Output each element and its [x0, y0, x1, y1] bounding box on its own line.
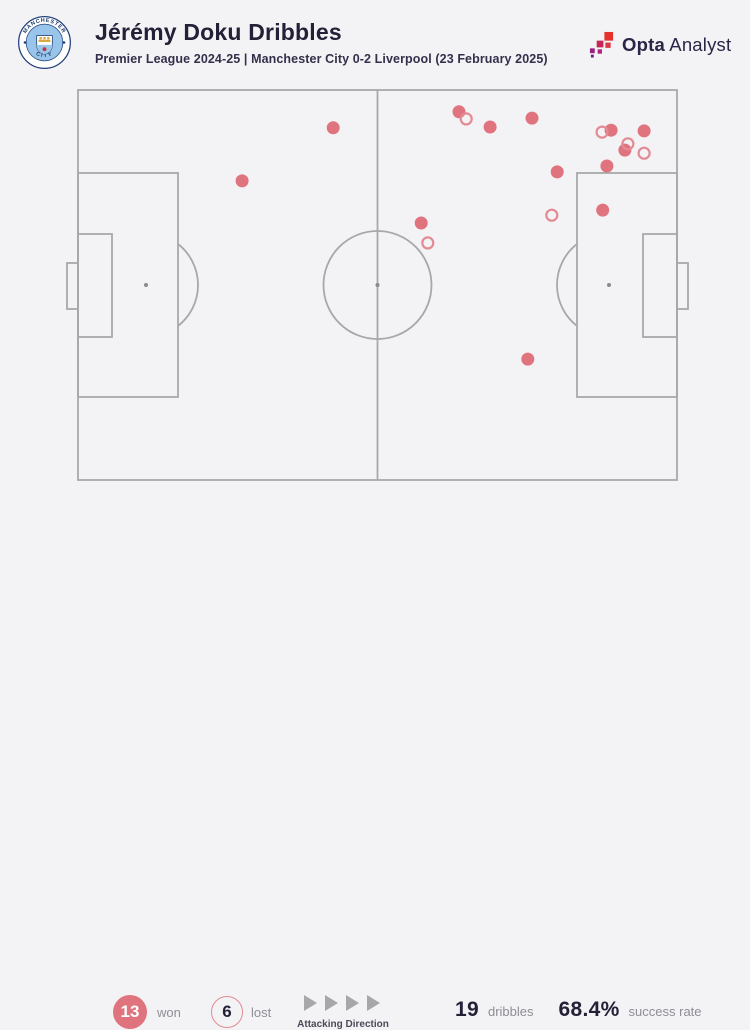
- attacking-direction-label: Attacking Direction: [297, 1019, 389, 1030]
- header: Jérémy Doku Dribbles Premier League 2024…: [95, 19, 548, 66]
- dribble-point-won: [521, 352, 535, 366]
- attacking-direction-arrows-icon: [304, 995, 380, 1011]
- penalty-area-right: [576, 172, 678, 398]
- dribble-point-won: [414, 216, 428, 230]
- six-yard-box-right: [642, 233, 678, 338]
- success-rate-label: success rate: [628, 1004, 702, 1019]
- opta-mark-icon: [589, 31, 614, 58]
- page-title: Jérémy Doku Dribbles: [95, 19, 342, 45]
- goal-right: [676, 262, 689, 310]
- dribble-points: [235, 105, 651, 366]
- dribble-point-won: [483, 120, 497, 134]
- lost-count: 6: [222, 1002, 232, 1021]
- dribble-point-won: [618, 143, 632, 157]
- six-yard-box-left: [77, 233, 113, 338]
- dribble-point-won: [596, 203, 610, 217]
- opta-wordmark-light: Analyst: [669, 33, 732, 55]
- dribble-point-lost: [421, 236, 435, 250]
- badge-text-bottom: CITY: [35, 51, 52, 59]
- dribble-point-won: [600, 159, 614, 173]
- dribble-point-won: [525, 111, 539, 125]
- dribble-point-lost: [459, 112, 473, 126]
- success-rate-value: 68.4%: [558, 998, 620, 1021]
- dribble-point-lost: [595, 125, 609, 139]
- dribble-point-won: [550, 165, 564, 179]
- dribble-point-lost: [545, 208, 559, 222]
- center-circle: [322, 230, 433, 340]
- center-spot: [375, 283, 380, 287]
- dribble-point-lost: [637, 146, 651, 160]
- opta-analyst-logo: Opta Analyst: [588, 31, 731, 58]
- opta-wordmark-bold: Opta: [622, 33, 665, 55]
- penalty-area-left: [77, 172, 179, 398]
- page-subtitle: Premier League 2024-25 | Manchester City…: [95, 52, 548, 66]
- dribble-point-won: [637, 124, 651, 138]
- penalty-spot-left: [144, 283, 148, 287]
- football-pitch: [66, 89, 689, 481]
- penalty-arc-left: [177, 243, 199, 327]
- dribble-point-won: [452, 105, 466, 119]
- goal-left: [66, 262, 79, 310]
- dribble-point-won: [235, 174, 249, 188]
- won-count: 13: [120, 1002, 140, 1021]
- penalty-spot-right: [607, 283, 611, 287]
- summary-stats: 19 dribbles 68.4% success rate: [455, 998, 702, 1022]
- dribbles-value: 19: [455, 998, 479, 1021]
- svg-text:CITY: CITY: [35, 51, 54, 59]
- infographic-canvas: MANCHESTER CITY Jérémy Doku Dribbles Pre…: [0, 16, 750, 1030]
- penalty-arc-right: [556, 243, 578, 327]
- dribble-point-won: [326, 121, 340, 135]
- lost-count-bubble: 6: [211, 996, 243, 1028]
- lost-label: lost: [251, 1005, 272, 1020]
- manchester-city-badge-icon: MANCHESTER CITY: [18, 16, 71, 69]
- opta-wordmark: Opta Analyst: [622, 34, 731, 56]
- won-label: won: [157, 1005, 181, 1020]
- won-count-bubble: 13: [113, 995, 147, 1029]
- dribble-point-lost: [621, 137, 635, 151]
- legend: 13 won 6 lost Attacking Direction 19 dri…: [0, 495, 750, 1030]
- dribbles-label: dribbles: [487, 1004, 534, 1019]
